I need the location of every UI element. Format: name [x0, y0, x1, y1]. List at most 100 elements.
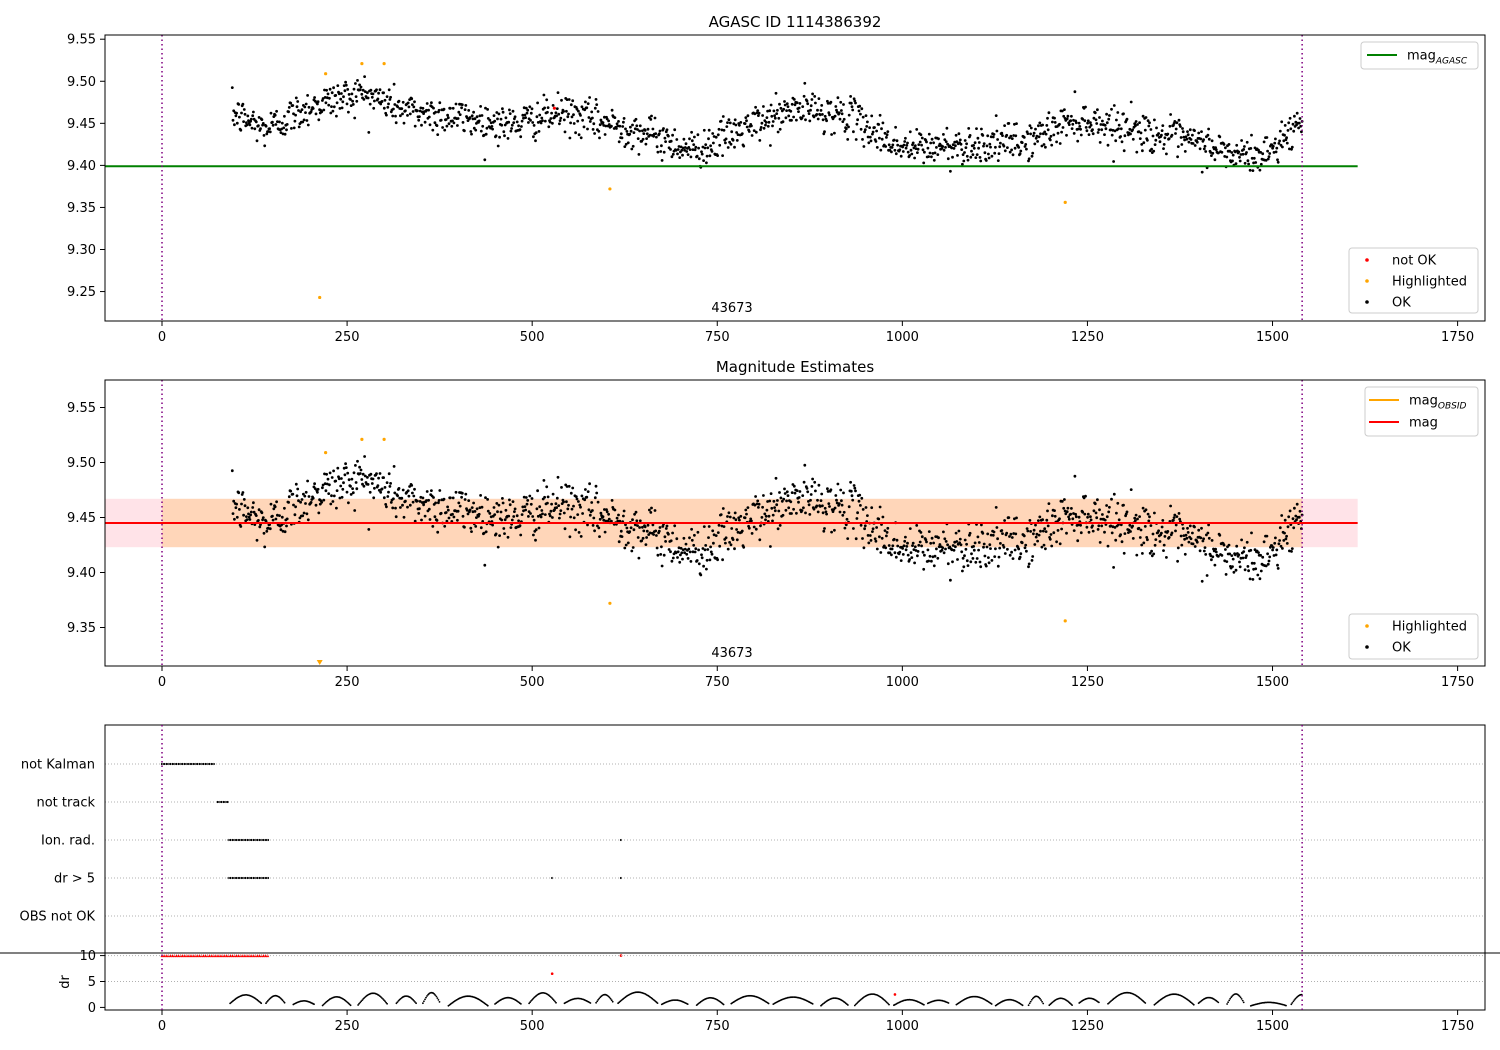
ok-point — [874, 140, 878, 143]
ok-point — [629, 129, 633, 133]
ok-point — [1089, 121, 1092, 125]
ok-point — [1185, 536, 1189, 540]
ok-point — [1165, 556, 1168, 559]
flag-point — [262, 876, 265, 880]
ok-point — [782, 497, 786, 501]
ok-point — [1184, 135, 1188, 139]
ok-point — [683, 547, 687, 551]
ok-point — [1274, 536, 1277, 540]
ok-point — [1205, 533, 1208, 537]
ok-point — [781, 513, 785, 517]
ok-point — [859, 127, 863, 131]
ok-point — [249, 117, 253, 121]
ok-point — [1185, 137, 1189, 141]
dr-point — [282, 1000, 285, 1003]
ok-point — [494, 134, 498, 138]
ok-point — [401, 488, 405, 492]
ok-point — [262, 134, 266, 137]
ok-point — [463, 108, 467, 111]
ok-point — [393, 103, 397, 106]
ok-point — [524, 116, 527, 119]
ok-point — [642, 132, 646, 136]
ok-point — [1274, 553, 1278, 557]
ok-point — [1176, 546, 1180, 550]
ok-point — [982, 144, 985, 148]
highlighted-point — [324, 72, 328, 76]
ok-point — [1099, 517, 1103, 521]
ok-point — [418, 507, 421, 511]
ok-point — [999, 141, 1002, 145]
ok-point — [702, 159, 705, 163]
ok-point — [1152, 552, 1156, 556]
ok-point — [688, 137, 691, 141]
ok-point — [744, 508, 748, 512]
dr-point — [1041, 1000, 1043, 1003]
ok-point — [904, 535, 907, 539]
ok-point — [906, 541, 909, 545]
ok-point — [720, 128, 724, 132]
ok-point — [631, 518, 634, 522]
ok-point — [1091, 529, 1095, 533]
ok-point — [520, 125, 523, 128]
flag-point — [250, 876, 253, 880]
ok-point — [835, 501, 839, 505]
ok-point — [396, 105, 399, 109]
ok-point — [1076, 139, 1080, 143]
ok-point — [598, 123, 602, 127]
ok-point — [825, 119, 828, 123]
ok-point — [1230, 151, 1234, 154]
dr-point — [1021, 1004, 1024, 1007]
ok-point — [562, 110, 565, 113]
ok-point — [1111, 128, 1115, 132]
ok-point — [1294, 120, 1298, 124]
dr-point — [1239, 996, 1242, 999]
legend-label: not OK — [1392, 254, 1437, 269]
ok-point — [1206, 133, 1210, 137]
ok-point — [529, 111, 533, 115]
ok-point — [593, 529, 596, 533]
ok-point — [309, 110, 313, 114]
ok-point — [842, 510, 846, 514]
ok-point — [361, 472, 365, 476]
ok-point — [703, 548, 707, 552]
ok-point — [524, 508, 527, 512]
ok-point — [508, 503, 512, 507]
ok-point — [1077, 127, 1080, 131]
ok-point — [622, 120, 625, 124]
ok-point — [1025, 147, 1028, 151]
x-tick-label: 500 — [520, 330, 545, 345]
ok-point — [294, 482, 298, 486]
ok-point — [360, 478, 364, 481]
ok-point — [1085, 129, 1089, 133]
ok-point — [1271, 546, 1275, 549]
ok-point — [805, 99, 809, 103]
ok-point — [1027, 562, 1031, 566]
ok-point — [786, 105, 790, 108]
ok-point — [596, 524, 599, 528]
ok-point — [433, 515, 437, 519]
ok-point — [473, 117, 477, 121]
ok-point — [1266, 552, 1269, 556]
ok-point — [1092, 509, 1096, 513]
dr-point — [1293, 999, 1296, 1001]
ok-point — [914, 549, 918, 552]
ok-point — [724, 137, 728, 141]
ok-point — [803, 81, 807, 85]
ok-point — [479, 526, 483, 530]
ok-point — [1094, 511, 1098, 515]
ok-point — [257, 116, 261, 119]
ok-point — [594, 484, 598, 488]
ok-point — [518, 524, 522, 528]
ok-point — [977, 146, 980, 150]
dr-clipped-marker — [222, 954, 226, 958]
ok-point — [730, 527, 734, 530]
ok-point — [1160, 133, 1163, 137]
ok-point — [704, 143, 708, 147]
ok-point — [1143, 128, 1147, 132]
ok-point — [894, 125, 897, 129]
ok-point — [1127, 531, 1130, 534]
ok-point — [530, 497, 534, 500]
ok-point — [911, 141, 915, 145]
ok-point — [423, 120, 427, 124]
